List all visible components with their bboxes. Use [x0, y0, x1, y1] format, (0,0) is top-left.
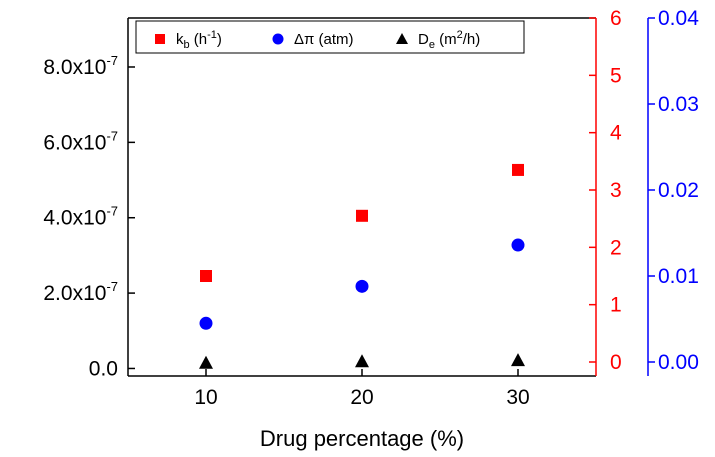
x-axis: 10 20 30 [194, 369, 530, 409]
data-point-triangle [355, 354, 369, 368]
right-red-tick-label: 5 [610, 64, 622, 87]
legend-marker-triangle [396, 33, 408, 44]
x-axis-label: Drug percentage (%) [260, 426, 464, 451]
x-tick-label: 20 [350, 386, 373, 409]
right-blue-tick-label: 0.01 [658, 265, 699, 288]
left-tick-label: 4.0x10-7 [43, 204, 118, 230]
right-axis-red: 0 1 2 3 4 5 6 [589, 7, 622, 376]
legend-marker-circle [272, 33, 284, 45]
legend-box [135, 20, 525, 54]
right-red-tick-label: 4 [610, 122, 622, 145]
data-point-triangle [511, 353, 525, 367]
legend-marker-square [155, 34, 165, 44]
data-point-triangle [199, 355, 213, 369]
right-red-tick-label: 2 [610, 236, 622, 259]
data-point-circle [355, 279, 369, 293]
right-blue-tick-label: 0.04 [658, 7, 699, 30]
legend-label: kb (h-1) [176, 29, 222, 51]
right-axis-blue: 0.00 0.01 0.02 0.03 0.04 [647, 7, 699, 376]
data-point-circle [511, 238, 525, 252]
left-tick-label: 6.0x10-7 [43, 128, 118, 154]
data-point-circle [199, 316, 213, 330]
right-blue-tick-label: 0.03 [658, 93, 699, 116]
legend-label: Δπ (atm) [294, 31, 354, 48]
left-tick-label: 0.0 [89, 357, 118, 380]
right-blue-tick-label: 0.02 [658, 179, 699, 202]
legend: kb (h-1) Δπ (atm) De (m2/h) [135, 20, 525, 54]
data-point-square [200, 270, 212, 282]
left-tick-label: 8.0x10-7 [43, 53, 118, 79]
left-tick-label: 2.0x10-7 [43, 279, 118, 305]
x-tick-label: 30 [506, 386, 529, 409]
plot-frame [128, 17, 596, 377]
data-point-square [356, 209, 368, 222]
right-red-tick-label: 6 [610, 7, 622, 30]
right-blue-tick-label: 0.00 [658, 351, 699, 374]
legend-label: De (m2/h) [418, 29, 480, 51]
data-point-square [512, 163, 524, 176]
left-axis: 0.0 2.0x10-7 4.0x10-7 6.0x10-7 8.0x10-7 [43, 18, 135, 380]
data-points [199, 163, 525, 369]
right-red-tick-label: 1 [610, 294, 622, 317]
right-red-tick-label: 3 [610, 179, 622, 202]
right-red-tick-label: 0 [610, 351, 622, 374]
x-tick-label: 10 [194, 386, 217, 409]
